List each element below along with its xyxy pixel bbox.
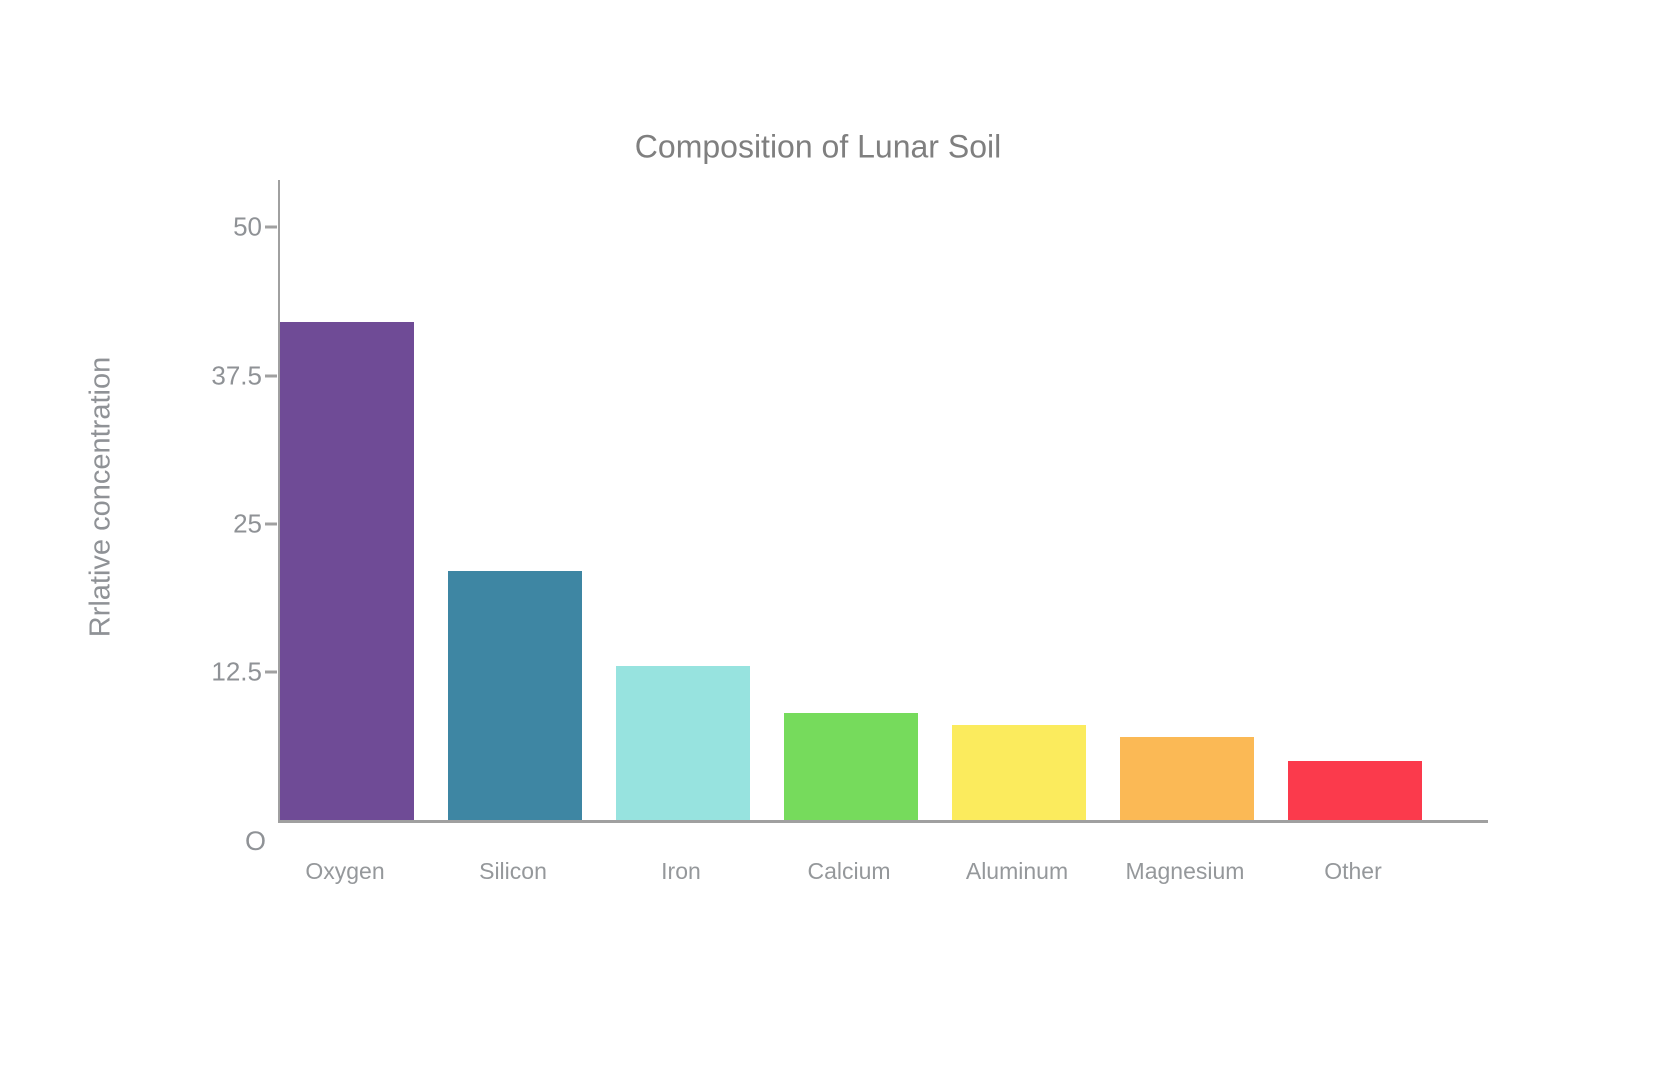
bar-magnesium: [1120, 737, 1254, 820]
ytick-mark: [265, 225, 277, 229]
xcat-label-calcium: Calcium: [807, 858, 891, 884]
chart-title: Composition of Lunar Soil: [634, 128, 1002, 165]
ytick-label-25: 25: [233, 508, 262, 539]
xcat-label-oxygen: Oxygen: [305, 858, 385, 884]
bar-oxygen: [280, 322, 414, 820]
ytick-label-37.5: 37.5: [211, 360, 262, 391]
origin-tick-label: O: [244, 826, 266, 856]
ytick-mark: [265, 374, 277, 378]
y-axis-label: Rrlative concentration: [84, 356, 117, 638]
bar-silicon: [448, 571, 582, 820]
ytick-mark: [265, 670, 277, 674]
bar-aluminum: [952, 725, 1086, 820]
plot-area: [278, 180, 1488, 823]
xcat-label-magnesium: Magnesium: [1125, 858, 1245, 884]
ytick-mark: [265, 522, 277, 526]
xcat-label-other: Other: [1324, 858, 1382, 884]
bar-calcium: [784, 713, 918, 820]
bar-iron: [616, 666, 750, 820]
xcat-label-silicon: Silicon: [479, 858, 547, 884]
ytick-label-12.5: 12.5: [211, 656, 262, 687]
ytick-label-50: 50: [233, 211, 262, 242]
xcat-label-aluminum: Aluminum: [965, 858, 1069, 884]
bar-other: [1288, 761, 1422, 820]
xcat-label-iron: Iron: [661, 858, 701, 884]
